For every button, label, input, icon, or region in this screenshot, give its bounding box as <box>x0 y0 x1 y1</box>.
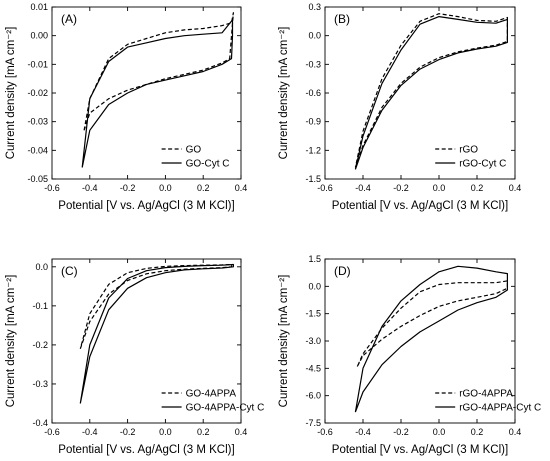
y-axis-title: Current density [mA cm⁻²] <box>278 275 290 408</box>
x-tick-label: -0.6 <box>317 427 333 437</box>
x-tick-label: -0.4 <box>355 427 371 437</box>
panel-label: (B) <box>334 12 350 26</box>
x-tick-label: 0.2 <box>471 427 484 437</box>
x-tick-label: 0.2 <box>197 183 210 193</box>
legend-label: GO <box>186 145 202 156</box>
legend-label: rGO-4APPA-Cyt C <box>459 403 541 414</box>
y-tick-label: -1.5 <box>305 309 321 319</box>
y-tick-label: -1.5 <box>305 174 321 184</box>
series-line-dashed <box>356 280 508 367</box>
panel-label: (D) <box>334 264 351 278</box>
series-line-dashed <box>354 13 508 168</box>
y-tick-label: -3.0 <box>305 336 321 346</box>
y-tick-label: -0.01 <box>27 59 48 69</box>
x-tick-label: -0.4 <box>82 427 98 437</box>
x-tick-label: 0.4 <box>509 183 522 193</box>
x-tick-label: -0.6 <box>44 427 60 437</box>
y-tick-label: -4.5 <box>305 363 321 373</box>
x-tick-label: 0.2 <box>197 427 210 437</box>
y-tick-label: 0.0 <box>35 262 48 272</box>
x-tick-label: -0.4 <box>82 183 98 193</box>
x-tick-label: -0.2 <box>393 183 409 193</box>
y-tick-label: -0.3 <box>32 379 48 389</box>
x-tick-label: 0.0 <box>433 183 446 193</box>
series-line-dashed <box>83 12 234 131</box>
legend-label: rGO-4APPA <box>459 389 513 400</box>
y-tick-label: -0.9 <box>305 117 321 127</box>
panel-label: (A) <box>61 12 77 26</box>
y-tick-label: -0.2 <box>32 340 48 350</box>
plot-frame <box>324 6 516 180</box>
legend-label: GO-4APPA <box>186 389 237 400</box>
series-line-solid <box>354 265 508 413</box>
x-tick-label: -0.6 <box>44 183 60 193</box>
x-tick-label: -0.2 <box>120 427 136 437</box>
series-line-solid <box>354 16 508 170</box>
chart-panel: -0.6 -0.4 -0.2 0.0 0.2 0.4-0.4-0.3-0.2-0.10.0… <box>5 258 265 456</box>
y-tick-label: -1.2 <box>305 145 321 155</box>
x-tick-label: 0.2 <box>471 183 484 193</box>
y-axis-title: Current density [mA cm⁻²] <box>5 27 17 160</box>
x-axis-title: Potential [V vs. Ag/AgCl (3 M KCl)] <box>58 444 234 456</box>
y-axis-title: Current density [mA cm⁻²] <box>5 275 17 408</box>
y-tick-label: -6.0 <box>305 391 321 401</box>
y-tick-label: -0.6 <box>305 88 321 98</box>
y-tick-label: 1.5 <box>308 254 321 264</box>
x-tick-label: 0.0 <box>159 427 172 437</box>
x-axis-title: Potential [V vs. Ag/AgCl (3 M KCl)] <box>58 200 234 212</box>
chart-panel: -0.6 -0.4 -0.2 0.0 0.2 0.4 -0.05 -0.04 -0.03 -0.0… <box>5 2 247 212</box>
legend-label: GO-Cyt C <box>186 159 230 170</box>
y-tick-label: -0.03 <box>27 117 48 127</box>
plot-frame <box>51 258 242 424</box>
y-axis-title: Current density [mA cm⁻²] <box>278 27 290 160</box>
x-axis-title: Potential [V vs. Ag/AgCl (3 M KCl)] <box>332 200 508 212</box>
y-tick-label: 0.0 <box>308 31 321 41</box>
y-tick-label: 0.00 <box>30 31 48 41</box>
plot-frame <box>51 6 242 180</box>
series-line-dashed <box>79 263 233 349</box>
y-tick-label: -0.1 <box>32 301 48 311</box>
x-tick-label: -0.6 <box>317 183 333 193</box>
legend-label: rGO-Cyt C <box>459 159 506 170</box>
y-tick-label: -0.05 <box>27 174 48 184</box>
x-tick-label: 0.4 <box>509 427 522 437</box>
chart-panel: -0.6 -0.4 -0.2 0.0 0.2 0.4 -1.5 -1.2 -0.9 -0.6 -0.… <box>278 2 521 212</box>
x-tick-label: 0.4 <box>235 183 248 193</box>
legend-label: rGO <box>459 145 478 156</box>
x-tick-label: 0.4 <box>235 427 248 437</box>
chart-panel: -0.6 -0.4 -0.2 0.0 0.2 0.4 -7.5 -6.0 -4.5 -3.0 -1.… <box>278 254 541 456</box>
panel-label: (C) <box>61 264 78 278</box>
x-tick-label: -0.4 <box>355 183 371 193</box>
y-tick-label: -0.02 <box>27 88 48 98</box>
y-tick-label: 0.0 <box>308 281 321 291</box>
series-line-solid <box>81 19 234 168</box>
x-tick-label: -0.2 <box>120 183 136 193</box>
x-tick-label: 0.0 <box>433 427 446 437</box>
y-tick-label: -0.3 <box>305 59 321 69</box>
y-tick-label: 0.3 <box>308 2 321 12</box>
x-axis-title: Potential [V vs. Ag/AgCl (3 M KCl)] <box>332 444 508 456</box>
y-tick-label: -0.04 <box>27 145 48 155</box>
y-tick-label: 0.01 <box>30 2 48 12</box>
y-tick-label: -0.4 <box>32 418 48 428</box>
legend-label: GO-4APPA-Cyt C <box>186 403 265 414</box>
y-tick-label: -7.5 <box>305 418 321 428</box>
x-tick-label: -0.2 <box>393 427 409 437</box>
series-line-solid <box>79 263 234 404</box>
x-tick-label: 0.0 <box>159 183 172 193</box>
